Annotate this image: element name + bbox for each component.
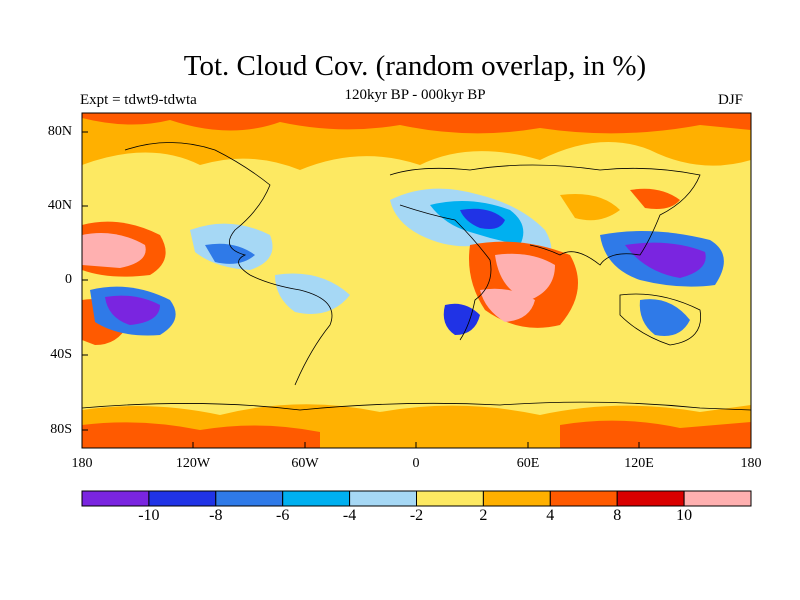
- lat-label-40n: 40N: [47, 198, 72, 213]
- colorbar: [81, 490, 752, 507]
- colorbar-label: -8: [209, 507, 223, 524]
- axis-ticks: [82, 131, 640, 448]
- colorbar-swatch: [215, 490, 284, 507]
- experiment-label: Expt = tdwt9-tdwta: [80, 92, 197, 108]
- colorbar-swatch: [549, 490, 618, 507]
- season-label: DJF: [718, 92, 744, 108]
- colorbar-swatch: [282, 490, 351, 507]
- colorbar-swatch: [148, 490, 217, 507]
- colorbar-label: 8: [613, 507, 622, 524]
- colorbar-swatch: [349, 490, 418, 507]
- lon-label-60e: 60E: [516, 456, 540, 471]
- lon-label-120e: 120E: [624, 456, 654, 471]
- colorbar-label: 4: [546, 507, 555, 524]
- coastlines: [82, 142, 751, 411]
- colorbar-swatch: [416, 490, 484, 507]
- lon-label-180w: 180: [71, 456, 93, 471]
- colorbar-label: 2: [479, 507, 488, 524]
- colorbar-label: -6: [276, 507, 290, 524]
- lat-label-40s: 40S: [50, 347, 72, 362]
- map-title: Tot. Cloud Cov. (random overlap, in %): [183, 50, 647, 82]
- lat-label-80s: 80S: [50, 422, 72, 437]
- lon-label-60w: 60W: [291, 456, 319, 471]
- lon-label-0: 0: [412, 456, 420, 471]
- colorbar-label: -10: [138, 507, 160, 524]
- lon-label-180e: 180: [740, 456, 762, 471]
- colorbar-label: -4: [342, 507, 357, 524]
- colorbar-swatch: [683, 490, 752, 507]
- colorbar-label: 10: [676, 507, 693, 524]
- colorbar-swatch: [81, 490, 150, 507]
- period-label: 120kyr BP - 000kyr BP: [344, 87, 486, 103]
- colorbar-swatch: [616, 490, 685, 507]
- lon-label-120w: 120W: [175, 456, 211, 471]
- cloud-cover-field: [82, 113, 751, 448]
- colorbar-swatch: [482, 490, 551, 507]
- lat-label-80n: 80N: [47, 124, 72, 139]
- lat-label-0: 0: [65, 272, 72, 287]
- colorbar-label: -2: [409, 507, 424, 524]
